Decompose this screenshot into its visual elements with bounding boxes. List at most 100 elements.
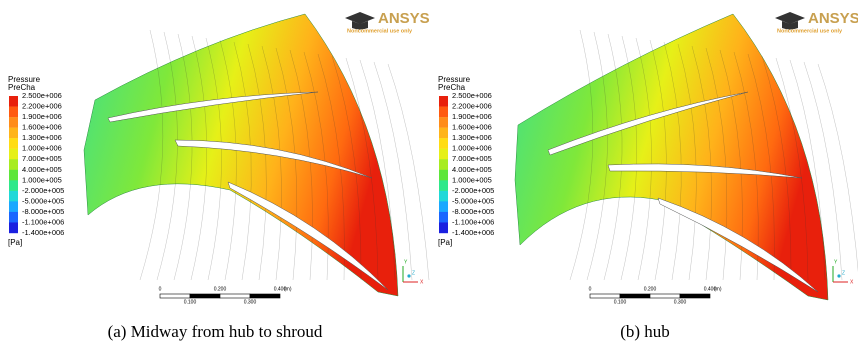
scale-label: 0.200: [214, 286, 227, 292]
legend-label: 1.300e+006: [22, 133, 62, 142]
triad-label: Z: [412, 270, 415, 276]
isoline: [205, 37, 222, 281]
isoline: [761, 55, 792, 281]
legend-label: -8.000e+005: [22, 207, 64, 216]
blade: [657, 197, 819, 293]
scale-segment: [159, 293, 191, 299]
legend-label: 1.000e+006: [452, 144, 492, 153]
legend-title: Pressure: [438, 75, 471, 84]
isoline: [219, 39, 237, 281]
legend-label: 1.000e+005: [452, 175, 492, 184]
isoline: [649, 39, 667, 281]
legend-label: 7.000e+005: [452, 154, 492, 163]
isoline: [331, 55, 362, 281]
color-band: [439, 190, 448, 202]
color-band: [439, 169, 448, 181]
isoline: [345, 57, 379, 281]
color-band: [439, 201, 448, 213]
color-band: [9, 159, 18, 170]
isoline: [190, 35, 207, 281]
scale-label: 0: [159, 286, 162, 292]
isoline: [775, 57, 809, 281]
logo-note: Noncommercial use only: [347, 28, 413, 34]
legend-label: 1.600e+006: [452, 123, 492, 132]
legend-label: -5.000e+005: [22, 196, 64, 205]
scale-unit: (m): [284, 286, 292, 292]
isoline: [635, 37, 652, 281]
legend-label: 2.500e+006: [452, 91, 492, 100]
legend-label: 1.000e+005: [22, 175, 62, 184]
caption: (a) Midway from hub to shroud: [108, 322, 323, 341]
legend-label: 4.000e+005: [22, 165, 62, 174]
isoline: [233, 41, 252, 281]
color-band: [9, 148, 18, 160]
contour-domain: [514, 13, 829, 301]
color-band: [439, 96, 448, 107]
scale-label: 0.300: [674, 299, 687, 305]
isoline: [139, 29, 163, 281]
legend-unit: [Pa]: [8, 238, 22, 247]
isoline: [705, 47, 728, 281]
legend-label: 7.000e+005: [22, 154, 62, 163]
isoline: [303, 51, 329, 281]
legend-unit: [Pa]: [438, 238, 452, 247]
scale-label: 0.400: [704, 286, 717, 292]
scale-segment: [619, 293, 651, 299]
color-band: [9, 127, 18, 139]
blade: [607, 163, 803, 179]
color-band: [9, 222, 18, 234]
legend-label: 2.200e+006: [452, 102, 492, 111]
isoline: [603, 33, 623, 281]
legend-label: 1.300e+006: [452, 133, 492, 142]
color-band: [9, 169, 18, 181]
triad-label: X: [420, 279, 424, 285]
legend-label: -8.000e+005: [452, 207, 494, 216]
triad-label: X: [850, 279, 854, 285]
color-band: [439, 117, 448, 128]
scale-label: 0.300: [244, 299, 257, 305]
scale-segment: [589, 293, 621, 299]
scale-unit: (m): [714, 286, 722, 292]
legend-label: 4.000e+005: [452, 165, 492, 174]
scale-label: 0.200: [644, 286, 657, 292]
axis-z: [837, 274, 841, 278]
isoline: [387, 63, 430, 281]
legend-variable: PreCha: [438, 83, 466, 92]
legend-title: Pressure: [8, 75, 41, 84]
scale-label: 0.100: [184, 299, 197, 305]
legend-variable: PreCha: [8, 83, 36, 92]
legend-label: -1.100e+006: [452, 217, 494, 226]
legend-label: 2.500e+006: [22, 91, 62, 100]
legend-label: -1.400e+006: [452, 228, 494, 237]
logo-name: ANSYS: [808, 10, 858, 27]
color-band: [439, 222, 448, 234]
isoline: [373, 61, 413, 281]
blade: [547, 91, 749, 156]
legend-label: -1.400e+006: [22, 228, 64, 237]
color-band: [9, 180, 18, 192]
triad-label: Z: [842, 270, 845, 276]
scale-segment: [189, 293, 221, 299]
isoline: [789, 59, 826, 281]
isoline: [247, 43, 267, 281]
legend-label: 1.000e+006: [22, 144, 62, 153]
isoline: [586, 31, 608, 281]
scale-segment: [249, 293, 281, 299]
color-band: [439, 138, 448, 149]
legend-label: -1.100e+006: [22, 217, 64, 226]
isoline: [359, 59, 396, 281]
color-band: [439, 180, 448, 192]
scale-label: 0: [589, 286, 592, 292]
isoline: [156, 31, 178, 281]
legend-label: -2.000e+005: [452, 186, 494, 195]
blade: [227, 181, 389, 291]
scale-label: 0.400: [274, 286, 287, 292]
isoline: [569, 29, 593, 281]
isoline: [803, 61, 843, 281]
color-band: [9, 190, 18, 202]
logo-icon: [775, 12, 805, 30]
color-band: [9, 201, 18, 213]
color-band: [439, 106, 448, 118]
